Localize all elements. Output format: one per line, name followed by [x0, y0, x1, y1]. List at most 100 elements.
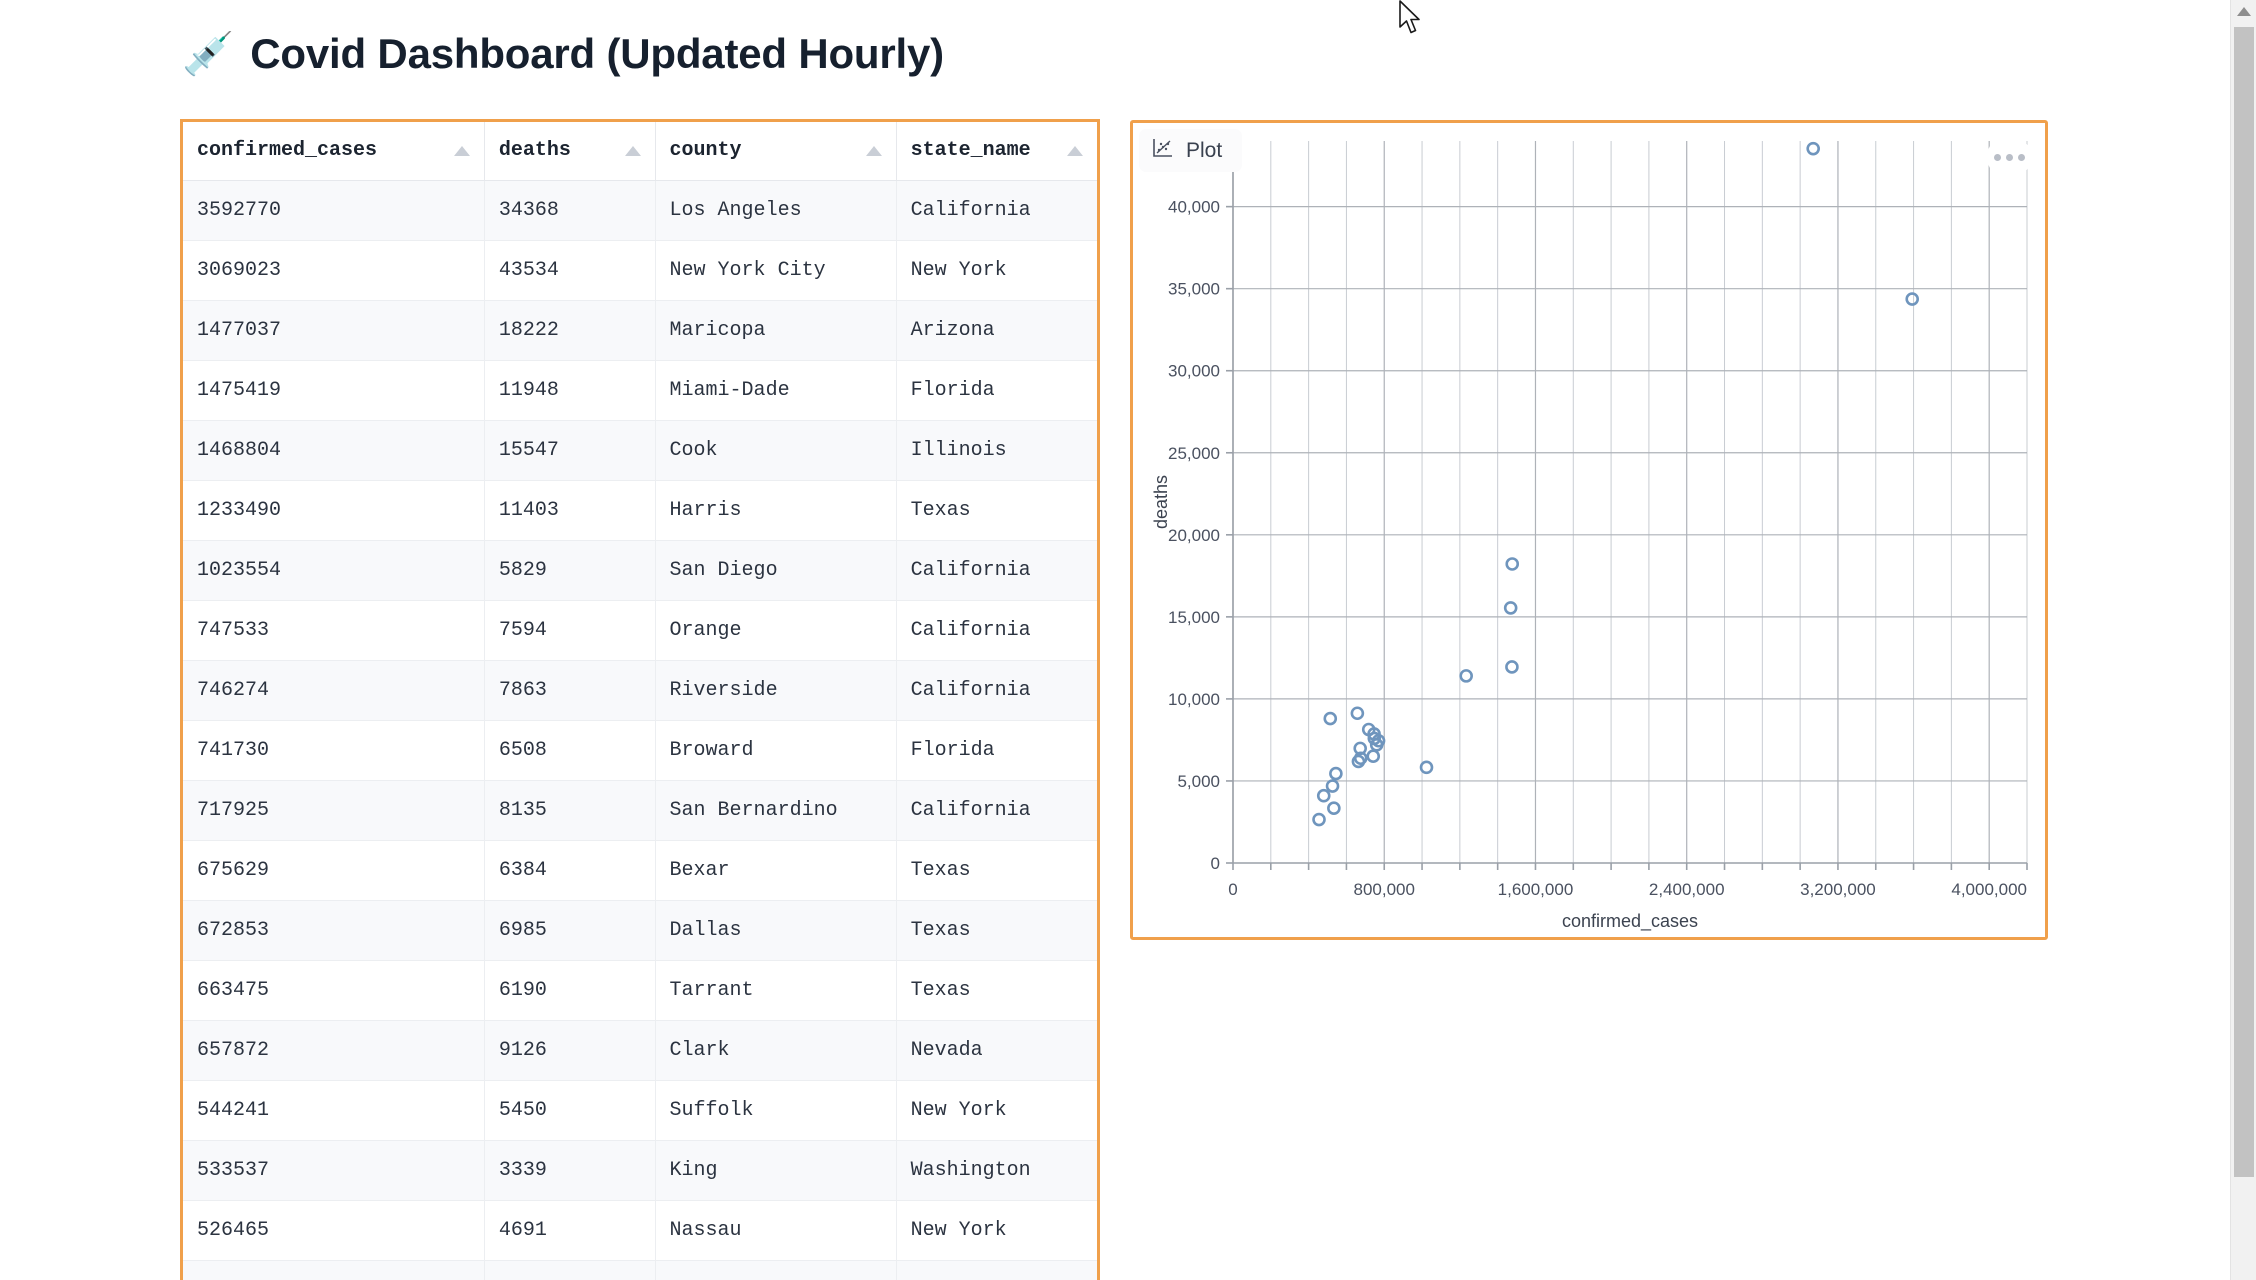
cell-deaths: 8802 [484, 1260, 656, 1280]
svg-text:confirmed_cases: confirmed_cases [1562, 911, 1698, 932]
cell-county: Harris [655, 480, 897, 541]
vertical-scrollbar[interactable] [2230, 0, 2256, 1280]
scatter-point [1327, 801, 1341, 816]
svg-text:0: 0 [1228, 880, 1237, 899]
cell-state-name: Nevada [896, 1020, 1097, 1081]
table-row[interactable]: 1475419 11948 Miami-Dade Florida [183, 360, 1097, 421]
svg-text:2,400,000: 2,400,000 [1649, 880, 1725, 899]
cell-county: San Diego [655, 540, 897, 601]
scatter-point [1353, 741, 1368, 756]
table-row[interactable]: 526465 4691 Nassau New York [183, 1200, 1097, 1261]
tab-plot-label: Plot [1186, 138, 1223, 162]
table-row[interactable]: 533537 3339 King Washington [183, 1140, 1097, 1201]
cell-deaths: 7594 [484, 600, 656, 661]
cell-confirmed-cases: 657872 [183, 1020, 485, 1081]
cell-county: Wayne [655, 1260, 897, 1280]
table-row[interactable]: 1233490 11403 Harris Texas [183, 480, 1097, 541]
table-row[interactable]: 3592770 34368 Los Angeles California [183, 180, 1097, 241]
table-row[interactable]: 717925 8135 San Bernardino California [183, 780, 1097, 841]
cell-county: Orange [655, 600, 897, 661]
sort-asc-icon[interactable] [453, 145, 470, 156]
cell-county: Bexar [655, 840, 897, 901]
table-row[interactable]: 663475 6190 Tarrant Texas [183, 960, 1097, 1021]
cell-confirmed-cases: 514512 [183, 1260, 485, 1280]
table-row[interactable]: 675629 6384 Bexar Texas [183, 840, 1097, 901]
scatter-point [1366, 749, 1381, 764]
svg-text:35,000: 35,000 [1168, 280, 1220, 299]
cell-deaths: 6190 [484, 960, 656, 1021]
cell-confirmed-cases: 747533 [183, 600, 485, 661]
table-row[interactable]: 741730 6508 Broward Florida [183, 720, 1097, 781]
cell-state-name: Florida [896, 720, 1097, 781]
cell-county: Miami-Dade [655, 360, 897, 421]
svg-text:25,000: 25,000 [1168, 444, 1220, 463]
cell-deaths: 8135 [484, 780, 656, 841]
cell-state-name: California [896, 180, 1097, 241]
sort-asc-icon[interactable] [1067, 145, 1083, 156]
cell-deaths: 4691 [484, 1200, 656, 1261]
table-row[interactable]: 5145128802WayneMichigan [183, 1260, 1097, 1280]
cell-deaths: 6508 [484, 720, 656, 781]
column-header-state-name[interactable]: state_name [896, 122, 1097, 181]
table-row[interactable]: 1477037 18222 Maricopa Arizona [183, 300, 1097, 361]
scatter-point [1361, 722, 1376, 737]
table-row[interactable]: 746274 7863 Riverside California [183, 660, 1097, 721]
cell-state-name: New York [896, 1200, 1097, 1261]
cell-deaths: 7863 [484, 660, 656, 721]
cell-deaths: 11403 [484, 480, 656, 541]
sort-asc-icon[interactable] [865, 145, 882, 156]
column-header-confirmed-cases[interactable]: confirmed_cases [183, 122, 485, 181]
svg-text:3,200,000: 3,200,000 [1800, 880, 1876, 899]
syringe-icon: 💉 [182, 30, 235, 77]
cell-deaths: 5450 [484, 1080, 656, 1141]
mouse-cursor [1398, 0, 1424, 43]
table-row[interactable]: 1468804 15547 Cook Illinois [183, 420, 1097, 481]
svg-text:15,000: 15,000 [1168, 608, 1220, 627]
column-header-deaths[interactable]: deaths [484, 122, 656, 181]
cell-deaths: 43534 [484, 240, 656, 301]
scatter-point [1312, 812, 1326, 827]
cell-county: New York City [655, 240, 897, 301]
more-options-icon[interactable] [1987, 135, 2031, 179]
scatter-point [1350, 706, 1365, 721]
column-label: confirmed_cases [197, 139, 378, 163]
cell-confirmed-cases: 1468804 [183, 420, 485, 481]
cell-state-name: California [896, 540, 1097, 601]
cell-state-name: Illinois [896, 420, 1097, 481]
scatter-point [1325, 779, 1340, 793]
cell-deaths: 18222 [484, 300, 656, 361]
cell-confirmed-cases: 1475419 [183, 360, 485, 421]
cell-confirmed-cases: 1233490 [183, 480, 485, 541]
cell-confirmed-cases: 544241 [183, 1080, 485, 1141]
cell-confirmed-cases: 663475 [183, 960, 485, 1021]
cell-deaths: 6985 [484, 900, 656, 961]
scatter-point [1351, 754, 1366, 769]
cell-confirmed-cases: 1477037 [183, 300, 485, 361]
page-title: 💉 Covid Dashboard (Updated Hourly) [182, 30, 944, 78]
table-row[interactable]: 544241 5450 Suffolk New York [183, 1080, 1097, 1141]
cell-county: Dallas [655, 900, 897, 961]
cell-county: Los Angeles [655, 180, 897, 241]
cell-deaths: 15547 [484, 420, 656, 481]
table-row[interactable]: 657872 9126 Clark Nevada [183, 1020, 1097, 1081]
table-row[interactable]: 747533 7594 Orange California [183, 600, 1097, 661]
column-label: deaths [498, 139, 571, 163]
table-row[interactable]: 3069023 43534 New York City New York [183, 240, 1097, 301]
scatter-point [1459, 669, 1473, 683]
scatter-point [1505, 557, 1520, 571]
table-row[interactable]: 672853 6985 Dallas Texas [183, 900, 1097, 961]
scrollbar-thumb[interactable] [2234, 27, 2254, 1177]
covid-data-table: confirmed_cases deaths county [183, 122, 1097, 1280]
cell-county: Broward [655, 720, 897, 781]
sort-asc-icon[interactable] [624, 145, 641, 156]
plot-panel: Plot 0 5,000 10,000 15,000 20,000 25,000 30,00… [1130, 120, 2048, 940]
cell-confirmed-cases: 672853 [183, 900, 485, 961]
column-label: county [669, 139, 742, 163]
cell-state-name: New York [896, 1080, 1097, 1141]
column-header-county[interactable]: county [655, 122, 897, 181]
tab-plot[interactable]: Plot [1139, 129, 1243, 172]
caret-up-icon[interactable] [2236, 7, 2251, 16]
cell-county: San Bernardino [655, 780, 897, 841]
cell-confirmed-cases: 3069023 [183, 240, 485, 301]
table-row[interactable]: 1023554 5829 San Diego California [183, 540, 1097, 601]
